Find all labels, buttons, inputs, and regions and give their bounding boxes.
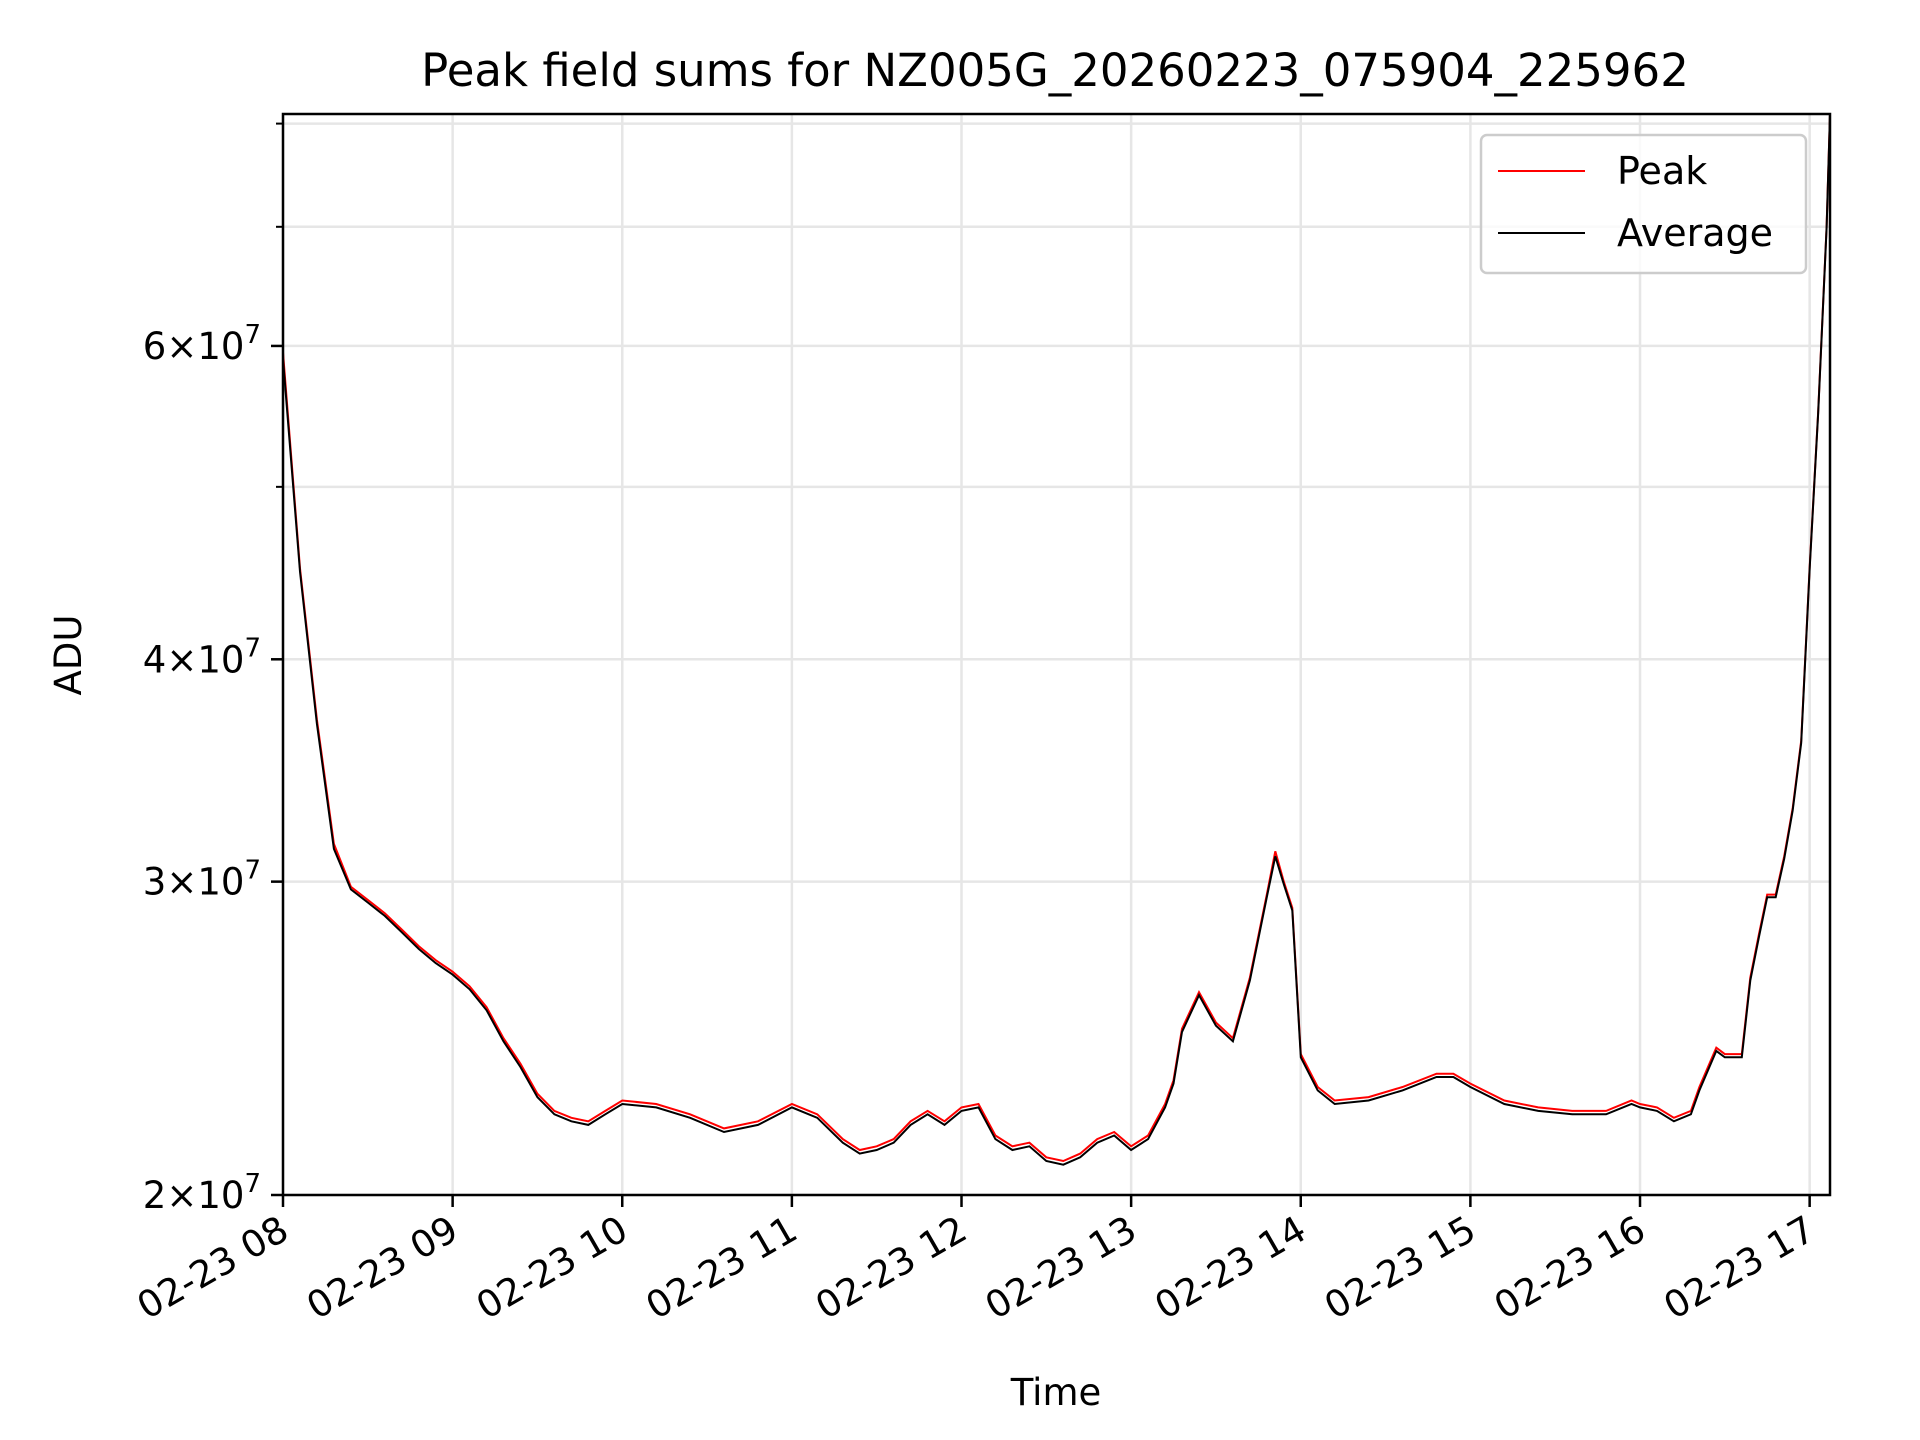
y-tick-mantissa: 6: [143, 325, 167, 368]
x-tick-label: 02-23 15: [1317, 1208, 1483, 1328]
y-tick-exponent: 7: [244, 633, 261, 663]
x-tick-label: 02-23 09: [300, 1208, 466, 1328]
chart-title: Peak field sums for NZ005G_20260223_0759…: [421, 44, 1689, 97]
x-tick-label: 02-23 08: [130, 1208, 296, 1328]
y-tick-times: ×: [166, 861, 197, 904]
legend-label-average: Average: [1617, 211, 1773, 255]
series-line-peak: [282, 113, 1831, 1163]
x-axis-label: Time: [1010, 1371, 1102, 1414]
y-tick-mantissa: 2: [143, 1174, 167, 1217]
y-tick-base: 10: [197, 325, 244, 368]
y-tick-exponent: 7: [244, 1169, 261, 1199]
legend-box: [1479, 133, 1808, 275]
y-tick-base: 10: [197, 861, 244, 904]
legend: Peak Average: [1479, 133, 1808, 275]
x-tick-label: 02-23 16: [1487, 1208, 1653, 1328]
x-tick-label: 02-23 12: [808, 1208, 974, 1328]
y-tick-base: 10: [197, 1174, 244, 1217]
x-tick-label: 02-23 10: [469, 1208, 635, 1328]
plot-series: [282, 113, 1831, 1166]
y-tick-mantissa: 4: [143, 638, 167, 681]
y-tick-label: 4×107: [143, 633, 261, 681]
legend-label-peak: Peak: [1617, 149, 1707, 193]
plot-frame: [281, 112, 1832, 1197]
y-tick-label: 2×107: [143, 1169, 261, 1217]
y-tick-times: ×: [166, 1174, 197, 1217]
x-axis: 02-23 08 02-23 09 02-23 10 02-23 11 02-23 12…: [130, 1195, 1822, 1328]
series-line-average: [282, 113, 1831, 1166]
y-tick-mantissa: 3: [143, 861, 167, 904]
x-tick-label: 02-23 11: [639, 1208, 805, 1328]
x-tick-label: 02-23 14: [1148, 1208, 1314, 1328]
y-tick-exponent: 7: [244, 320, 261, 350]
y-tick-label: 3×107: [143, 856, 261, 904]
grid: [281, 114, 1830, 1197]
y-tick-times: ×: [166, 638, 197, 681]
y-tick-label: 6×107: [143, 320, 261, 368]
y-tick-base: 10: [197, 638, 244, 681]
x-tick-label: 02-23 17: [1657, 1208, 1823, 1328]
y-tick-exponent: 7: [244, 856, 261, 886]
x-tick-label: 02-23 13: [978, 1208, 1144, 1328]
y-axis-label: ADU: [47, 615, 90, 696]
y-tick-times: ×: [166, 325, 197, 368]
